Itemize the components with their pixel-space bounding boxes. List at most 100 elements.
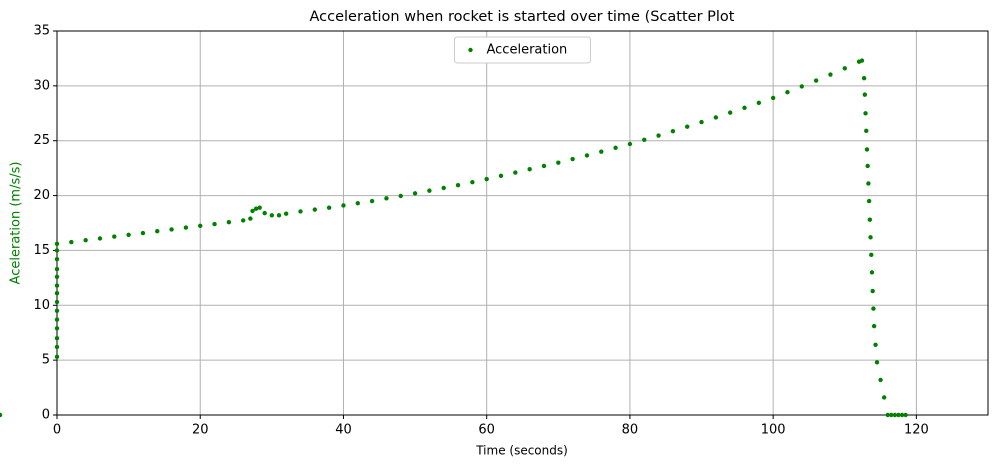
point [864, 147, 870, 152]
point [69, 239, 74, 245]
point [863, 111, 868, 116]
point [627, 141, 633, 147]
point [248, 216, 253, 221]
point [54, 248, 60, 253]
point [642, 137, 647, 143]
point [384, 196, 389, 201]
point [257, 205, 262, 210]
point [861, 75, 867, 81]
x-tick-label: 100 [761, 423, 786, 438]
point [341, 203, 346, 208]
point [183, 225, 189, 230]
point [878, 377, 883, 383]
point [54, 257, 60, 262]
point [262, 210, 267, 216]
point [828, 72, 833, 77]
x-axis-label: Time (seconds) [475, 444, 568, 458]
point [670, 128, 676, 134]
point [427, 188, 432, 193]
y-tick-label: 30 [33, 78, 50, 93]
point [656, 133, 661, 138]
point [871, 306, 876, 311]
point [867, 217, 873, 222]
y-tick-label: 25 [33, 133, 50, 148]
point [870, 288, 875, 294]
point [112, 234, 117, 239]
point [713, 115, 719, 120]
point [298, 209, 303, 214]
point [54, 308, 60, 313]
point [892, 412, 898, 418]
point [54, 266, 60, 272]
point [859, 58, 865, 63]
y-tick-label: 0 [42, 408, 50, 423]
point [889, 412, 894, 418]
point [97, 236, 103, 241]
point [865, 163, 870, 169]
point [869, 252, 874, 258]
legend: Acceleration [454, 36, 591, 64]
x-tick-label: 60 [478, 423, 495, 438]
point [570, 156, 575, 162]
point [498, 173, 504, 179]
point [276, 213, 282, 218]
point [241, 218, 246, 223]
point [866, 198, 872, 204]
point [398, 193, 403, 199]
point [896, 412, 901, 418]
point [54, 283, 60, 288]
point [54, 326, 60, 331]
point [869, 270, 875, 275]
point [355, 201, 360, 206]
point [198, 223, 203, 229]
point [584, 153, 590, 158]
y-axis-label: Aceleration (m/s/s) [9, 162, 24, 285]
point [54, 344, 60, 350]
point [54, 241, 60, 247]
legend-box [454, 36, 591, 64]
point [842, 66, 847, 71]
point [455, 182, 461, 188]
point [441, 185, 446, 191]
y-tick-label: 15 [33, 243, 50, 258]
point [866, 181, 871, 186]
x-tick-label: 120 [904, 423, 929, 438]
x-tick-label: 0 [53, 423, 61, 438]
point [83, 238, 88, 243]
point [250, 208, 255, 214]
point [742, 105, 747, 111]
point [54, 291, 60, 296]
point [541, 163, 547, 169]
point [54, 354, 60, 360]
point [868, 235, 873, 240]
point [169, 227, 174, 232]
point [881, 395, 887, 400]
legend-marker [468, 47, 473, 53]
point [54, 274, 60, 279]
y-tick-label: 10 [33, 298, 50, 313]
point [126, 232, 131, 238]
point [885, 412, 890, 418]
point [326, 205, 332, 210]
point [54, 317, 60, 322]
point [54, 336, 60, 341]
y-tick-label: 5 [42, 353, 50, 368]
point [556, 160, 561, 165]
point [140, 230, 146, 236]
point [862, 92, 868, 97]
point [864, 128, 869, 134]
point [269, 213, 275, 218]
point [799, 84, 804, 89]
point [312, 207, 318, 212]
point [899, 412, 905, 418]
point [0, 412, 3, 418]
plot-frame [56, 30, 989, 416]
point [727, 110, 733, 115]
point [212, 221, 217, 227]
y-tick-label: 35 [33, 24, 50, 39]
y-tick-label: 20 [33, 188, 50, 203]
chart-title: Acceleration when rocket is started over… [310, 9, 735, 25]
point [813, 78, 819, 83]
point [685, 124, 690, 129]
